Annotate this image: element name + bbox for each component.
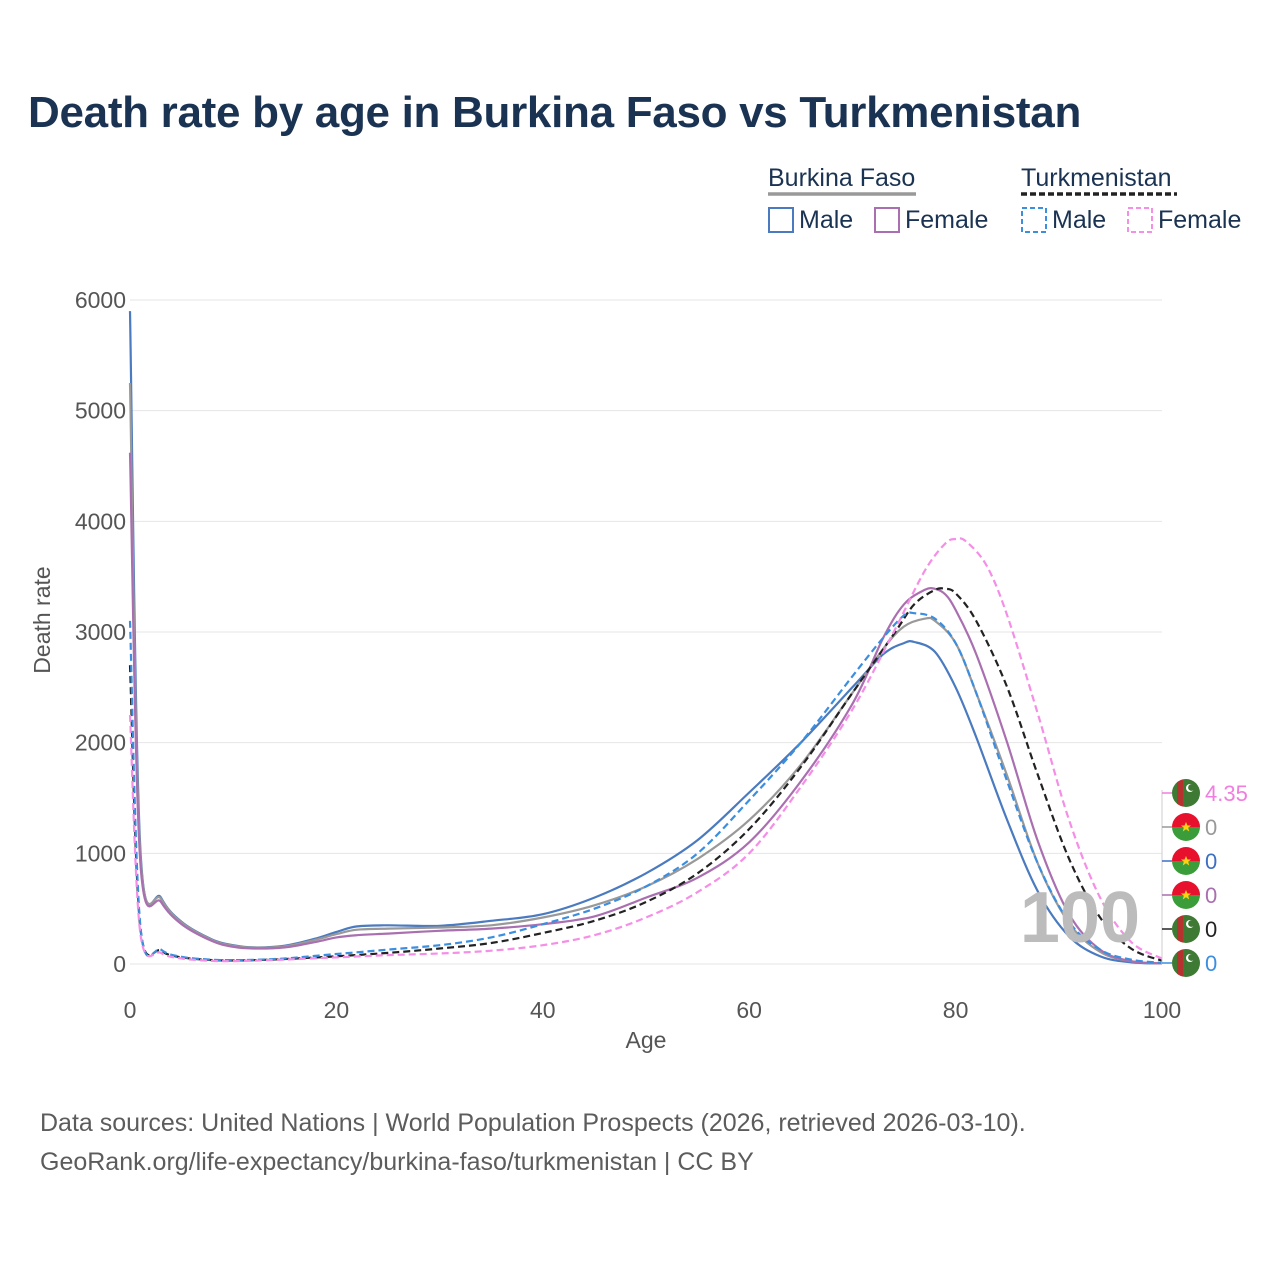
x-tick-label: 100 (1143, 997, 1181, 1023)
x-axis-label: Age (626, 1027, 667, 1053)
legend-swatch (1127, 207, 1153, 233)
legend-swatch (874, 207, 900, 233)
age-marker: 100 (1020, 878, 1140, 958)
legend-group-title: Burkina Faso (768, 164, 915, 192)
y-tick-label: 2000 (75, 730, 126, 756)
turkmenistan-flag-icon (1172, 779, 1200, 807)
legend-item-label: Female (905, 206, 988, 234)
y-tick-label: 5000 (75, 398, 126, 424)
end-label-value: 0 (1205, 815, 1217, 840)
y-tick-label: 1000 (75, 840, 126, 866)
y-tick-label: 3000 (75, 619, 126, 645)
series-line-0 (128, 311, 1163, 965)
series-lines (128, 311, 1163, 965)
end-label-value: 0 (1205, 917, 1217, 942)
series-line-1 (128, 382, 1163, 965)
legend-item-label: Female (1158, 206, 1241, 234)
chart-title: Death rate by age in Burkina Faso vs Tur… (28, 88, 1082, 137)
end-label-value: 0 (1205, 849, 1217, 874)
x-tick-label: 60 (736, 997, 762, 1023)
x-tick-label: 20 (324, 997, 350, 1023)
turkmenistan-flag-icon (1172, 949, 1200, 977)
data-source-note: Data sources: United Nations | World Pop… (40, 1109, 1026, 1137)
x-tick-label: 40 (530, 997, 556, 1023)
legend-item-label: Male (1052, 206, 1106, 234)
end-label-value: 4.35 (1205, 781, 1248, 806)
y-axis-label: Death rate (29, 566, 55, 673)
turkmenistan-flag-icon (1172, 915, 1200, 943)
legend: Burkina Faso Male Female Turkmenistan Male Fe… (768, 164, 1241, 234)
x-tick-label: 80 (943, 997, 969, 1023)
source-link[interactable]: GeoRank.org/life-expectancy/burkina-faso… (40, 1148, 754, 1176)
burkina-faso-flag-icon (1172, 881, 1200, 909)
series-line-4 (128, 611, 1163, 964)
burkina-faso-flag-icon (1172, 813, 1200, 841)
footer: Data sources: United Nations | World Pop… (40, 1104, 1026, 1182)
gridlines (130, 299, 1162, 965)
series-line-2 (128, 452, 1163, 965)
end-labels: 4.35 0 0 0 0 0 (1161, 779, 1248, 977)
legend-item-label: Male (799, 206, 853, 234)
y-tick-label: 4000 (75, 508, 126, 534)
legend-group-title: Turkmenistan (1021, 164, 1172, 192)
end-label-value: 0 (1205, 951, 1217, 976)
end-label-value: 0 (1205, 883, 1217, 908)
y-tick-label: 6000 (75, 287, 126, 313)
series-line-5 (128, 537, 1163, 963)
y-tick-label: 0 (113, 951, 126, 977)
axes: Age Death rate 100 010002000300040005000… (29, 287, 1181, 1053)
burkina-faso-flag-icon (1172, 847, 1200, 875)
legend-swatch (768, 207, 794, 233)
x-tick-label: 0 (124, 997, 137, 1023)
legend-swatch (1021, 207, 1047, 233)
